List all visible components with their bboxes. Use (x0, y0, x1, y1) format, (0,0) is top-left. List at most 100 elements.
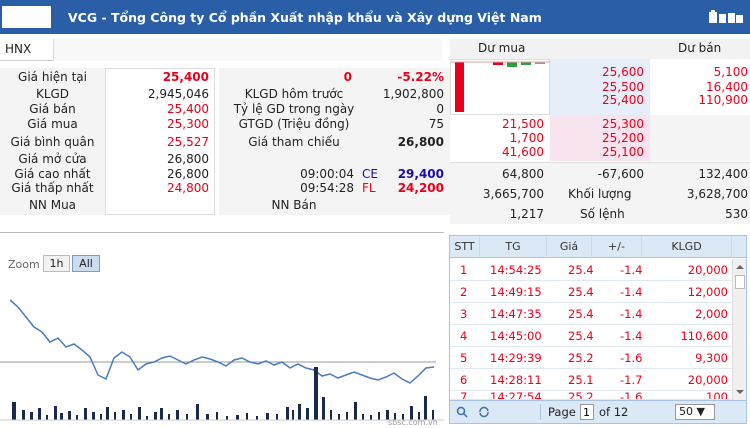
buy-price-label: Giá mua (27, 117, 78, 131)
people-icon[interactable] (708, 10, 744, 24)
col-tg[interactable]: TG (480, 236, 547, 258)
buy-price: 25,300 (167, 117, 209, 131)
ask-price-2: 25,500 (602, 80, 644, 94)
pagination-bar: Page of 12 50 ▼ (450, 400, 746, 423)
row-price: 25.1 (568, 373, 594, 387)
total-diff: -67,600 (597, 167, 644, 181)
table-row[interactable]: 7 14:27:54 25.2 -1.6 100 (450, 391, 732, 400)
ask-price-3: 25,400 (602, 93, 644, 107)
row-price: 25.2 (568, 391, 594, 400)
gtgd-label: GTGD (Triệu đồng) (238, 117, 350, 131)
nn-buy-value (105, 197, 215, 214)
bid-price-3: 25,100 (602, 145, 644, 159)
bid-vol-2: 1,700 (509, 131, 544, 145)
ask-vol-3: 110,900 (698, 93, 748, 107)
trades-table: STT TG Giá +/- KLGD 1 14:54:25 25.4 -1.4… (449, 235, 747, 424)
table-row[interactable]: 1 14:54:25 25.4 -1.4 20,000 (450, 259, 732, 281)
exchange-label: HNX (5, 42, 32, 56)
ce-label: CE (362, 167, 378, 181)
table-row[interactable]: 3 14:47:35 25.4 -1.4 2,000 (450, 303, 732, 325)
col-change[interactable]: +/- (592, 236, 642, 258)
col-stt[interactable]: STT (450, 236, 480, 258)
ce-price: 29,400 (397, 167, 444, 181)
sell-price: 25,400 (167, 102, 209, 116)
row-stt: 6 (460, 373, 468, 387)
zoom-1h-button[interactable]: 1h (43, 255, 70, 272)
row-change: -1.4 (620, 263, 643, 277)
trades-scrollbar[interactable] (732, 259, 746, 400)
ce-time: 09:00:04 (300, 167, 354, 181)
sell-price-label: Giá bán (29, 102, 76, 116)
chart-source: sbsc.com.vn (388, 418, 438, 427)
ref-price: 26,800 (397, 135, 444, 149)
page-input[interactable] (580, 404, 594, 420)
bid-price-1: 25,300 (602, 117, 644, 131)
total-ask-vol: 132,400 (698, 167, 748, 181)
bid-vol-3: 41,600 (502, 145, 544, 159)
row-price: 25.4 (568, 285, 594, 299)
bid-price-2: 25,200 (602, 131, 644, 145)
row-stt: 7 (460, 391, 468, 400)
price-chart: Zoom 1h All (0, 232, 444, 427)
scroll-down-icon[interactable] (733, 386, 747, 398)
open-price-label: Giá mở cửa (18, 152, 87, 166)
row-volume: 12,000 (687, 285, 728, 299)
klgd-label: KLGD (35, 87, 70, 101)
row-volume: 110,600 (680, 329, 728, 343)
search-icon[interactable] (456, 406, 468, 418)
price-change-pct: -5.22% (397, 70, 444, 84)
zoom-all-button[interactable]: All (72, 255, 100, 272)
pager-divider (540, 404, 541, 420)
page-count: of 12 (599, 405, 629, 419)
high-price-label: Giá cao nhất (14, 167, 91, 181)
avg-price-label: Giá bình quân (10, 135, 95, 149)
gtgd-value: 75 (428, 117, 444, 131)
row-price: 25.2 (568, 351, 594, 365)
header-icons (708, 10, 744, 24)
high-price: 26,800 (167, 167, 209, 181)
col-gia[interactable]: Giá (547, 236, 592, 258)
table-row[interactable]: 6 14:28:11 25.1 -1.7 20,000 (450, 369, 732, 391)
page-size-select[interactable]: 50 ▼ (675, 404, 715, 420)
nn-buy-label: NN Mua (28, 198, 77, 212)
ask-price-bg (550, 59, 650, 115)
ask-vol-bg (650, 59, 750, 115)
depth-bars (451, 61, 551, 112)
table-row[interactable]: 2 14:49:15 25.4 -1.4 12,000 (450, 281, 732, 303)
trades-header: STT TG Giá +/- KLGD (450, 236, 746, 258)
bid-vol-1: 21,500 (502, 117, 544, 131)
open-price: 26,800 (167, 152, 209, 166)
fl-price: 24,200 (397, 181, 444, 195)
prev-klgd-value: 1,902,800 (382, 87, 444, 101)
scroll-thumb[interactable] (735, 275, 745, 289)
row-stt: 3 (460, 307, 468, 321)
low-price-label: Giá thấp nhất (11, 181, 94, 195)
row-time: 14:45:00 (490, 329, 542, 343)
current-price: 25,400 (162, 70, 209, 84)
col-klgd[interactable]: KLGD (642, 236, 732, 258)
table-row[interactable]: 4 14:45:00 25.4 -1.4 110,600 (450, 325, 732, 347)
ratio-value: 0 (436, 102, 444, 116)
ratio-label: Tỷ lệ GD trong ngày (233, 102, 355, 116)
row-price: 25.4 (568, 329, 594, 343)
ask-price-1: 25,600 (602, 65, 644, 79)
scroll-up-icon[interactable] (733, 261, 747, 273)
ask-vol-1: 5,100 (713, 65, 748, 79)
row-stt: 5 (460, 351, 468, 365)
row-stt: 4 (460, 329, 468, 343)
ref-price-label: Giá tham chiếu (248, 135, 340, 149)
current-price-label: Giá hiện tại (18, 70, 87, 84)
refresh-icon[interactable] (478, 406, 490, 418)
prev-klgd-label: KLGD hôm trước (244, 87, 344, 101)
volume-label: Khối lượng (568, 187, 632, 201)
table-row[interactable]: 5 14:29:39 25.2 -1.6 9,300 (450, 347, 732, 369)
row-price: 25.4 (568, 263, 594, 277)
row-volume: 20,000 (687, 263, 728, 277)
logo (2, 6, 51, 28)
row-volume: 20,000 (687, 373, 728, 387)
volume-bars (12, 367, 434, 420)
row-price: 25.4 (568, 307, 594, 321)
row-change: -1.4 (620, 307, 643, 321)
page-label: Page (548, 405, 576, 419)
price-change: 0 (343, 70, 352, 84)
